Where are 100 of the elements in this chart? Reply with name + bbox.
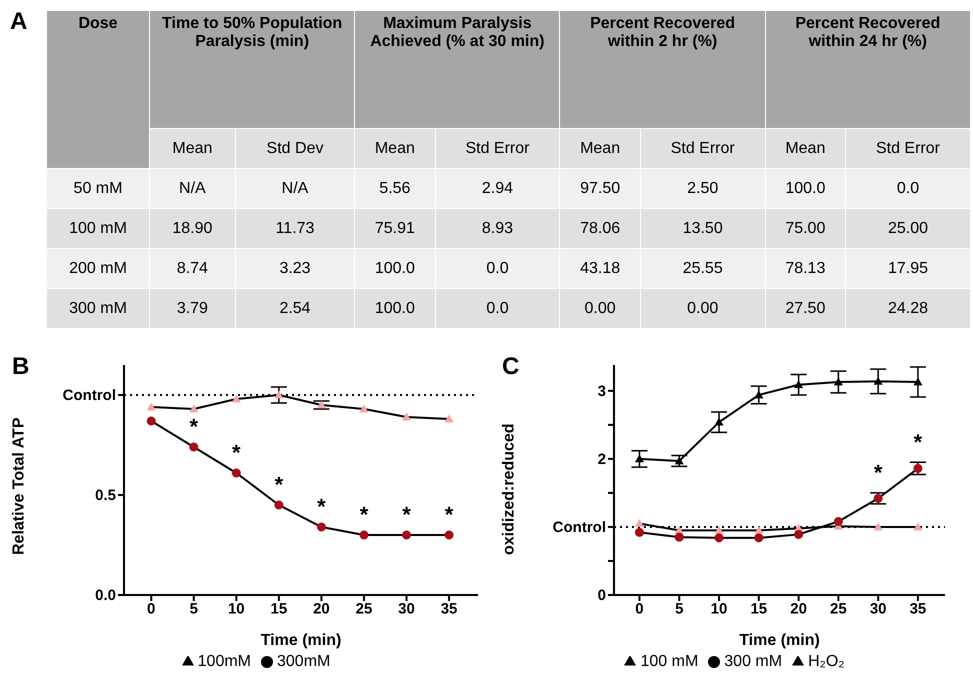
text: 0.0: [486, 300, 509, 316]
legend-label: H₂O₂: [808, 653, 844, 670]
legend-label: 300 mM: [724, 653, 782, 670]
chart-title: B: [12, 353, 30, 381]
x-tick-label: 35: [440, 600, 458, 618]
text: 0.0: [486, 260, 509, 276]
annotation: *: [190, 414, 198, 440]
point: [714, 418, 724, 426]
point: [674, 532, 684, 542]
x-tick-label: 30: [870, 600, 887, 618]
point: [874, 376, 883, 385]
x-tick-label: 30: [398, 600, 415, 618]
y-tick-label: Control: [552, 518, 606, 536]
category-label: Mean: [150, 128, 236, 168]
point: [359, 530, 368, 540]
annotation: *: [317, 494, 326, 520]
text: 25.55: [682, 260, 723, 276]
x-tick-label: 20: [790, 600, 807, 618]
point: [274, 500, 284, 510]
text: Maximum Paralysis Achieved (% at 30 min): [354, 10, 560, 128]
text: 78.06: [580, 220, 620, 236]
text: 5.56: [379, 180, 410, 196]
y-tick-label: 0.0: [95, 587, 116, 604]
text: 11.73: [276, 220, 314, 236]
text: 18.90: [172, 220, 212, 236]
x-tick-label: 5: [675, 600, 684, 618]
point: [913, 464, 922, 473]
point: [189, 404, 198, 412]
point: [754, 526, 764, 534]
category-label: 200 mM: [69, 260, 127, 276]
y-axis-title: Relative Total ATP: [10, 417, 28, 555]
text: 0.0: [896, 180, 920, 196]
point: [316, 400, 326, 408]
y-tick-label: 0.5: [95, 487, 116, 504]
text: 3.79: [176, 300, 208, 316]
text: A: [10, 8, 28, 36]
category-label: Mean: [354, 128, 435, 168]
text: Dose: [46, 10, 150, 168]
x-tick-label: 10: [228, 600, 245, 618]
category-label: 300 mM: [69, 300, 127, 316]
x-tick-label: 0: [147, 600, 156, 618]
x-tick-label: 35: [910, 600, 926, 618]
point: [794, 530, 804, 539]
x-axis-title: Time (min): [739, 632, 820, 649]
point: [634, 454, 644, 462]
text: 0.00: [584, 300, 616, 316]
point: [754, 533, 764, 542]
text: 25.00: [888, 220, 928, 236]
text: 2.94: [482, 180, 514, 196]
point: [834, 517, 843, 526]
text: 100.0: [785, 180, 826, 196]
category-label: Std Error: [435, 128, 560, 168]
y-axis-title: oxidized:reduced: [500, 423, 518, 555]
annotation: *: [444, 502, 454, 528]
text: N/A: [282, 180, 308, 196]
point: [634, 528, 644, 537]
point: [913, 378, 922, 386]
point: [359, 404, 368, 412]
text: 100.0: [374, 260, 415, 276]
x-tick-label: 10: [710, 600, 728, 618]
text: 2.54: [279, 300, 311, 316]
category-label: Std Error: [845, 128, 970, 168]
text: 97.50: [580, 180, 620, 196]
annotation: *: [274, 472, 284, 498]
point: [444, 414, 454, 422]
category-label: Mean: [765, 128, 846, 168]
point: [834, 378, 843, 386]
point: [274, 390, 284, 398]
text: 24.28: [888, 300, 928, 316]
text: 8.93: [482, 220, 514, 236]
annotation: *: [402, 502, 412, 528]
point: [402, 530, 412, 540]
text: 78.13: [785, 260, 826, 276]
point: [714, 533, 724, 542]
y-tick-label: 3: [598, 382, 606, 400]
legend-label: 300mM: [277, 653, 330, 670]
text: 3.23: [279, 260, 311, 276]
text: Percent Recovered within 2 hr (%): [560, 10, 766, 128]
point: [232, 394, 241, 402]
point: [634, 519, 644, 527]
text: 8.74: [176, 260, 208, 276]
text: 43.18: [580, 260, 620, 276]
text: 0.00: [687, 300, 718, 316]
annotation: *: [360, 502, 369, 528]
text: 75.91: [374, 220, 415, 236]
category-label: Std Dev: [235, 128, 355, 168]
annotation: *: [874, 460, 883, 486]
x-tick-label: 15: [750, 600, 768, 618]
category-label: 50 mM: [74, 180, 122, 196]
text: Time to 50% Population Paralysis (min): [150, 10, 355, 128]
x-tick-label: 20: [313, 600, 330, 618]
point: [189, 442, 198, 452]
point: [146, 416, 156, 426]
legend-label: 100 mM: [640, 653, 698, 670]
text: 13.50: [682, 220, 723, 236]
point: [146, 402, 156, 410]
text: N/A: [179, 180, 206, 196]
point: [232, 468, 241, 478]
y-tick-label: Control: [62, 387, 116, 404]
x-tick-label: 15: [270, 600, 288, 618]
